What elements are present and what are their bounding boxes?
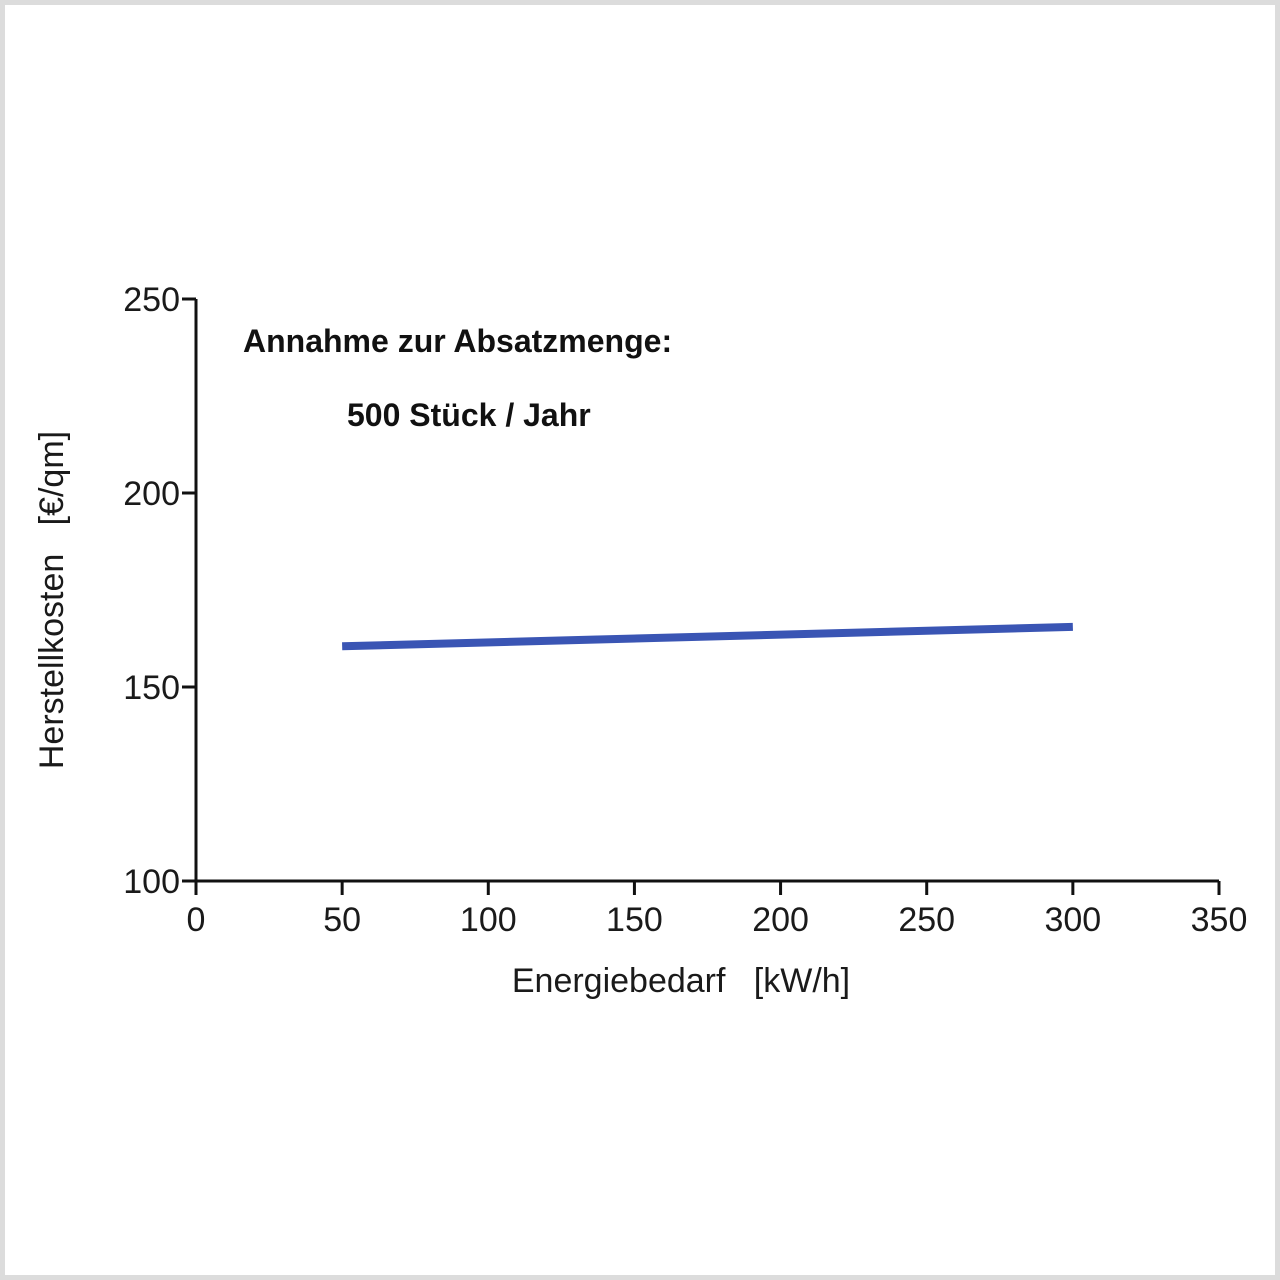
x-tick-label: 150	[606, 901, 663, 939]
y-tick-label: 100	[123, 863, 180, 901]
y-ticks: 100 150 200 250	[123, 281, 196, 901]
line-chart: 100 150 200 250 0 50 100 150 200 250 300 350 Annah…	[33, 281, 1248, 1000]
annotation-title: Annahme zur Absatzmenge:	[243, 323, 672, 359]
x-axis-title: Energiebedarf [kW/h]	[512, 962, 850, 1000]
y-tick-label: 150	[123, 669, 180, 707]
x-ticks: 0 50 100 150 200 250 300 350	[187, 881, 1248, 939]
annotation-quantity: 500 Stück / Jahr	[347, 397, 591, 433]
y-tick-label: 250	[123, 281, 180, 319]
x-axis: 0 50 100 150 200 250 300 350	[187, 879, 1248, 939]
x-tick-label: 250	[898, 901, 955, 939]
x-tick-label: 50	[323, 901, 361, 939]
y-axis-title: Herstellkosten [€/qm]	[33, 431, 71, 769]
series-layer	[342, 622, 1073, 651]
y-axis: 100 150 200 250	[123, 281, 198, 901]
x-tick-label: 300	[1044, 901, 1101, 939]
x-tick-label: 100	[460, 901, 517, 939]
y-tick-label: 200	[123, 475, 180, 513]
x-tick-label: 0	[187, 901, 206, 939]
series-line	[342, 622, 1073, 651]
x-tick-label: 350	[1191, 901, 1248, 939]
x-tick-label: 200	[752, 901, 809, 939]
